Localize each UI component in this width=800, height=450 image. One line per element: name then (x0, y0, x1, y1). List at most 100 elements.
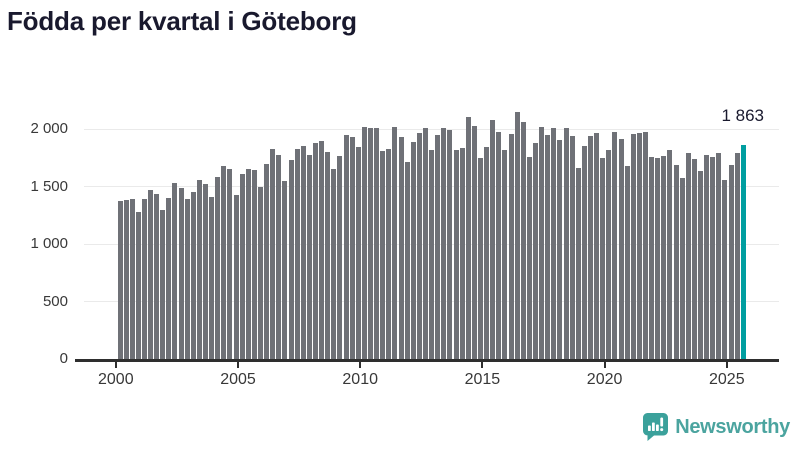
bar-2007K1 (288, 159, 294, 359)
bar-2009K2 (343, 135, 349, 359)
newsworthy-logo: Newsworthy (643, 412, 790, 442)
bar-2006K4 (282, 180, 288, 359)
x-axis-tick-label: 2015 (464, 371, 501, 388)
bar-2008K1 (313, 143, 319, 359)
newsworthy-brand-text: Newsworthy (675, 415, 790, 438)
last-value-label: 1 863 (721, 106, 764, 125)
bar-2001K3 (154, 193, 160, 359)
bar-2020K3 (618, 139, 624, 359)
bar-2013K2 (441, 127, 447, 359)
bar-2014K3 (471, 125, 477, 359)
bar-2006K1 (264, 163, 270, 359)
bar-2016K3 (520, 122, 526, 359)
bar-2017K3 (545, 134, 551, 359)
y-axis-tick-label: 1 000 (30, 235, 68, 252)
bar-2000K1 (117, 201, 123, 359)
bar-2013K3 (447, 129, 453, 359)
bar-2016K4 (526, 156, 532, 359)
bar-2006K3 (276, 154, 282, 359)
bar-2015K3 (496, 131, 502, 359)
bar-chart-speech-bubble-icon (643, 413, 669, 441)
bar-2008K2 (319, 140, 325, 359)
bar-2017K1 (532, 142, 538, 359)
x-axis-tick (359, 361, 362, 368)
bar-2019K2 (587, 135, 593, 359)
bar-2022K2 (661, 155, 667, 359)
bar-2001K1 (141, 198, 147, 359)
bar-2009K1 (337, 155, 343, 359)
bar-2017K4 (551, 127, 557, 359)
x-axis-tick (114, 361, 117, 368)
bar-2023K3 (691, 158, 697, 359)
bar-2011K3 (398, 136, 404, 359)
bar-2022K3 (667, 150, 673, 359)
x-axis-tick-label: 2005 (220, 371, 256, 388)
bar-2004K4 (233, 194, 239, 359)
bar-2012K1 (410, 141, 416, 359)
bar-2011K4 (404, 162, 410, 359)
bar-2013K4 (453, 149, 459, 359)
bar-2020K4 (624, 165, 630, 359)
y-axis-tick-label: 0 (59, 350, 68, 367)
highlighted-bar-2025K3 (740, 144, 746, 359)
x-axis-tick-label: 2020 (586, 371, 623, 388)
bar-2008K3 (325, 152, 331, 359)
bar-2010K3 (374, 128, 380, 359)
bar-2022K1 (655, 157, 661, 359)
y-axis-tick-label: 1 500 (30, 177, 68, 195)
bar-2003K3 (203, 184, 209, 359)
bar-2010K4 (380, 150, 386, 359)
bar-2024K1 (704, 155, 710, 359)
bar-2002K1 (166, 198, 172, 359)
bar-2015K4 (502, 149, 508, 359)
bar-2000K2 (123, 200, 129, 359)
bar-2000K3 (129, 199, 135, 359)
bar-2021K2 (636, 133, 642, 359)
bar-2005K1 (239, 173, 245, 359)
bar-2011K2 (392, 127, 398, 359)
x-axis-tick (237, 361, 239, 368)
gridline-2000 (84, 128, 779, 130)
x-axis-tick (603, 361, 606, 368)
bar-2002K4 (184, 198, 190, 359)
bar-2023K2 (685, 152, 691, 359)
bar-2010K2 (368, 128, 373, 359)
bar-2002K2 (172, 182, 178, 359)
x-axis-tick-label: 2025 (709, 371, 745, 388)
bar-2024K4 (722, 179, 728, 359)
bar-2009K3 (349, 137, 355, 359)
bar-2018K3 (569, 136, 575, 359)
bar-2020K1 (606, 149, 612, 359)
bar-2003K2 (196, 179, 202, 359)
bar-2024K3 (716, 153, 722, 359)
bar-2015K1 (484, 146, 490, 359)
x-axis-tick (725, 361, 728, 368)
bar-2015K2 (490, 120, 496, 359)
bar-2023K1 (679, 178, 685, 359)
bar-2008K4 (331, 168, 337, 359)
bar-2019K3 (594, 133, 600, 359)
x-axis-tick-label: 2000 (98, 371, 134, 388)
bar-2020K2 (612, 132, 618, 359)
bar-2014K1 (459, 147, 465, 359)
bar-2005K2 (245, 169, 251, 359)
bar-2024K2 (710, 156, 716, 359)
bar-2003K4 (209, 196, 215, 359)
bar-2019K4 (600, 157, 606, 359)
y-axis-tick-label: 2 000 (30, 120, 68, 137)
bar-2005K4 (258, 187, 264, 359)
bar-2025K1 (728, 165, 734, 359)
bar-2025K2 (734, 153, 740, 359)
bar-2016K2 (514, 112, 520, 359)
bar-2021K3 (642, 131, 648, 359)
bar-2017K2 (539, 126, 545, 359)
y-axis-tick-label: 500 (42, 292, 68, 310)
bar-2023K4 (697, 171, 703, 359)
bar-2012K3 (423, 127, 428, 359)
bar-2013K1 (435, 134, 441, 359)
bar-2010K1 (361, 127, 367, 359)
bar-2001K2 (148, 189, 154, 359)
bar-2018K1 (557, 139, 563, 359)
bar-2021K4 (649, 156, 655, 359)
